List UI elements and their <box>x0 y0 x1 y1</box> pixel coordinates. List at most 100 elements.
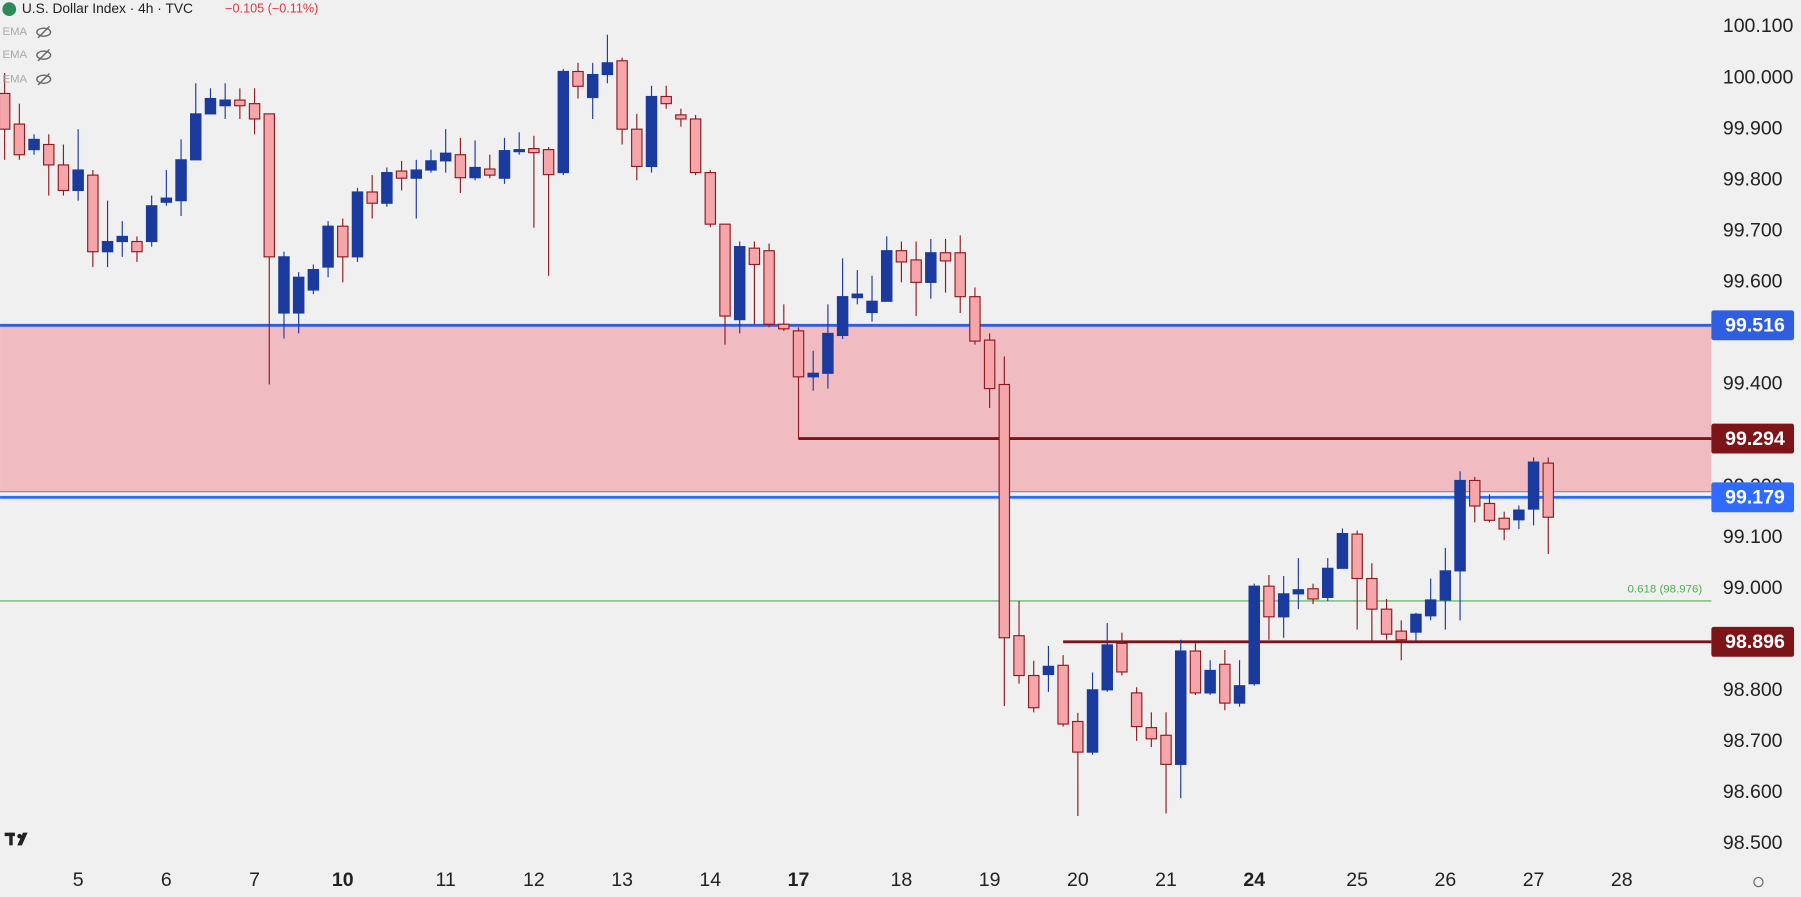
candle-body <box>822 332 834 374</box>
candle-body <box>351 191 364 258</box>
candle-body <box>998 383 1011 639</box>
candle-body <box>248 103 261 120</box>
candle-body <box>513 149 525 153</box>
candle-body <box>836 296 849 337</box>
candle-body <box>1454 479 1466 572</box>
candle-body <box>542 149 555 176</box>
candle-body <box>0 92 11 130</box>
candle-body <box>1498 517 1510 530</box>
candle-body <box>719 223 731 317</box>
indicator-label: EMA <box>2 26 27 38</box>
level-price-box <box>1711 482 1795 513</box>
eye-icons[interactable] <box>36 25 52 86</box>
x-tick-label: 19 <box>979 869 1001 891</box>
candle-body <box>1189 650 1202 694</box>
candle-body <box>954 252 966 298</box>
candle-body <box>322 225 334 268</box>
candle-body <box>925 252 937 283</box>
candle-body <box>43 143 55 166</box>
candle-body <box>72 169 84 192</box>
candle-body <box>1086 689 1099 753</box>
candle-body <box>1351 533 1363 580</box>
fib-label: 0.618 (98.976) <box>1628 584 1703 596</box>
y-tick-label: 98.500 <box>1723 832 1783 854</box>
candle-body <box>866 300 878 314</box>
candle-body <box>395 170 408 179</box>
candle-body <box>1322 567 1334 598</box>
candle-body <box>219 99 231 107</box>
level-price-box <box>1711 626 1795 657</box>
header-title: U.S. Dollar Index · 4h · TVC <box>22 1 193 16</box>
y-tick-label: 99.700 <box>1723 219 1783 241</box>
candle-body <box>557 70 570 174</box>
candle-body <box>1101 644 1113 691</box>
candle-body <box>1527 461 1540 510</box>
candle-body <box>733 246 746 321</box>
candle-body <box>1277 593 1290 618</box>
candle-body <box>1469 479 1481 507</box>
candle-body <box>1145 727 1158 740</box>
candle-body <box>1424 599 1437 617</box>
y-tick-label: 99.600 <box>1723 271 1783 293</box>
candle-body <box>87 174 99 253</box>
candle-body <box>469 166 481 179</box>
candle-body <box>1395 630 1408 641</box>
x-tick-label: 24 <box>1243 869 1265 891</box>
y-tick-label: 99.000 <box>1723 577 1783 599</box>
candle-body <box>616 60 628 130</box>
candle-body <box>572 70 584 87</box>
y-tick-label: 98.700 <box>1723 730 1783 752</box>
candle-body <box>763 250 775 325</box>
candle-body <box>145 205 158 243</box>
candle-body <box>1439 570 1452 601</box>
candle-body <box>204 97 217 115</box>
candle-body <box>263 113 276 258</box>
candle-body <box>175 159 187 202</box>
candle-body <box>939 252 952 262</box>
symbol-icon <box>2 2 17 17</box>
tv-logo <box>4 832 28 846</box>
level-price-label: 99.516 <box>1725 315 1785 337</box>
candle-body <box>116 235 129 243</box>
candle-body <box>366 191 378 204</box>
level-price-label: 99.179 <box>1725 487 1785 509</box>
candle-body <box>1013 635 1025 677</box>
candle-body <box>337 225 349 258</box>
candle-body <box>190 113 202 161</box>
candle-body <box>704 172 717 225</box>
x-tick-label: 25 <box>1346 869 1368 891</box>
x-tick-label: 13 <box>611 869 633 891</box>
y-tick-label: 98.600 <box>1723 781 1783 803</box>
y-tick-label: 99.900 <box>1723 117 1783 139</box>
candle-body <box>969 296 981 342</box>
level-price-label: 98.896 <box>1725 631 1785 653</box>
settings-icon[interactable] <box>1753 876 1764 888</box>
candle-body <box>792 330 805 378</box>
candle-body <box>1410 613 1422 633</box>
header-change: −0.105 (−0.11%) <box>225 2 318 16</box>
candle-body <box>1483 502 1496 521</box>
candle-body <box>645 95 658 168</box>
candle-body <box>748 247 761 266</box>
candle-body <box>910 259 922 283</box>
candle-body <box>1042 665 1055 676</box>
level-price-label: 99.294 <box>1725 428 1785 450</box>
candle-body <box>1204 669 1216 694</box>
zone <box>0 325 1712 492</box>
level-price-box <box>1711 423 1795 454</box>
candle-body <box>1057 664 1069 725</box>
candle-body <box>381 172 393 204</box>
candle-body <box>131 240 143 253</box>
candle-body <box>1380 608 1393 635</box>
candle-body <box>1248 585 1260 685</box>
candle-body <box>880 250 893 302</box>
y-tick-label: 98.800 <box>1723 679 1783 701</box>
candle-body <box>28 138 40 151</box>
candle-body <box>13 123 26 156</box>
x-tick-label: 11 <box>436 869 456 891</box>
candle-body <box>689 118 702 174</box>
candle-body <box>1542 462 1555 518</box>
candle-body <box>1233 685 1246 704</box>
candle-body <box>1130 692 1143 728</box>
